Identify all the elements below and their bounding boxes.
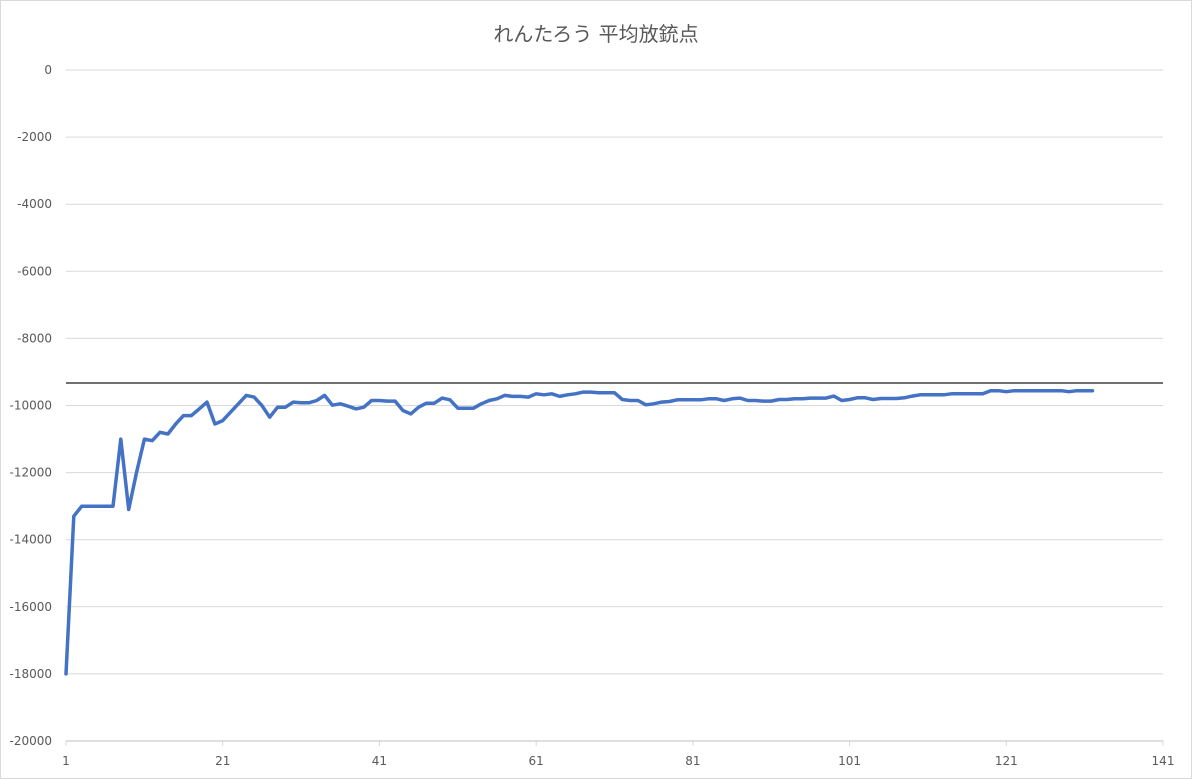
- y-tick-label: -4000: [17, 197, 52, 211]
- x-axis-ticks: 1 21 41 61 81 101 121 141: [62, 741, 1174, 768]
- gridlines: [66, 69, 1163, 675]
- y-tick-label: -2000: [17, 130, 52, 144]
- x-tick-label: 41: [372, 754, 387, 768]
- x-tick-label: 61: [529, 754, 544, 768]
- x-tick-label: 121: [995, 754, 1018, 768]
- chart-title: れんたろう 平均放銃点: [493, 22, 699, 46]
- y-tick-label: -16000: [9, 600, 52, 614]
- x-tick-label: 21: [215, 754, 230, 768]
- y-tick-label: -14000: [9, 533, 52, 547]
- y-tick-label: -20000: [9, 734, 52, 748]
- series-line: [64, 388, 1095, 676]
- y-axis-ticks: 0 -2000 -4000 -6000 -8000 -10000 -12000 -14000 -…: [9, 63, 52, 748]
- y-tick-label: -8000: [17, 331, 52, 345]
- x-tick-label: 141: [1152, 754, 1175, 768]
- y-tick-label: -12000: [9, 466, 52, 480]
- y-tick-label: -18000: [9, 667, 52, 681]
- y-tick-label: -10000: [9, 399, 52, 413]
- x-tick-label: 101: [838, 754, 861, 768]
- y-tick-label: 0: [44, 63, 52, 77]
- x-tick-label: 81: [685, 754, 700, 768]
- y-tick-label: -6000: [17, 264, 52, 278]
- x-tick-label: 1: [62, 754, 70, 768]
